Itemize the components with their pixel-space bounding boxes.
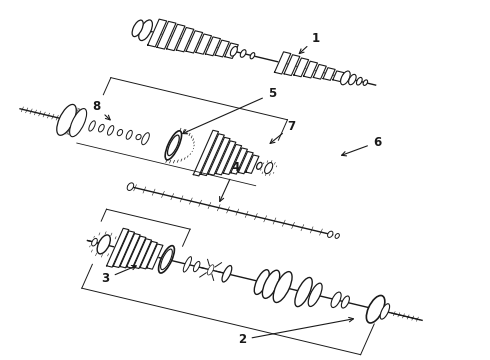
Ellipse shape	[262, 270, 280, 298]
Polygon shape	[167, 24, 185, 51]
Ellipse shape	[240, 50, 246, 57]
Polygon shape	[246, 155, 259, 174]
Ellipse shape	[341, 71, 350, 85]
Ellipse shape	[367, 296, 385, 323]
Polygon shape	[313, 64, 326, 79]
Ellipse shape	[159, 246, 174, 273]
Ellipse shape	[98, 124, 104, 132]
Polygon shape	[294, 58, 309, 77]
Ellipse shape	[132, 20, 143, 37]
Ellipse shape	[57, 104, 76, 135]
Polygon shape	[274, 52, 291, 74]
Ellipse shape	[142, 133, 149, 145]
Polygon shape	[238, 152, 253, 174]
Polygon shape	[140, 241, 157, 269]
Ellipse shape	[250, 53, 255, 59]
Polygon shape	[194, 130, 219, 176]
Text: 7: 7	[270, 120, 295, 143]
Polygon shape	[157, 21, 176, 49]
Polygon shape	[323, 68, 335, 80]
Polygon shape	[333, 71, 344, 81]
Ellipse shape	[183, 257, 192, 272]
Polygon shape	[196, 34, 212, 54]
Ellipse shape	[70, 109, 87, 137]
Ellipse shape	[126, 130, 132, 139]
Ellipse shape	[254, 270, 269, 294]
Polygon shape	[231, 148, 247, 174]
Text: 4: 4	[220, 161, 239, 202]
Ellipse shape	[194, 261, 200, 272]
Ellipse shape	[92, 238, 98, 246]
Text: 1: 1	[299, 32, 320, 54]
Polygon shape	[147, 19, 167, 47]
Ellipse shape	[363, 80, 368, 85]
Polygon shape	[205, 37, 221, 56]
Polygon shape	[147, 244, 163, 269]
Ellipse shape	[97, 235, 110, 254]
Polygon shape	[127, 236, 146, 268]
Ellipse shape	[327, 231, 333, 238]
Ellipse shape	[380, 304, 390, 319]
Ellipse shape	[165, 131, 182, 160]
Polygon shape	[120, 234, 140, 268]
Ellipse shape	[127, 183, 134, 190]
Ellipse shape	[117, 130, 122, 136]
Polygon shape	[215, 40, 229, 57]
Ellipse shape	[207, 265, 214, 275]
Ellipse shape	[308, 283, 322, 306]
Polygon shape	[201, 134, 224, 176]
Polygon shape	[113, 231, 134, 267]
Polygon shape	[208, 137, 230, 175]
Polygon shape	[223, 144, 242, 175]
Text: 6: 6	[342, 136, 381, 156]
Ellipse shape	[222, 266, 232, 282]
Polygon shape	[176, 27, 194, 52]
Polygon shape	[284, 55, 300, 76]
Ellipse shape	[295, 278, 312, 307]
Ellipse shape	[273, 272, 292, 302]
Ellipse shape	[335, 234, 340, 238]
Polygon shape	[186, 31, 203, 53]
Text: 5: 5	[183, 87, 276, 134]
Ellipse shape	[107, 126, 114, 135]
Ellipse shape	[356, 77, 362, 85]
Polygon shape	[133, 239, 151, 269]
Ellipse shape	[257, 162, 262, 169]
Text: 8: 8	[92, 100, 110, 120]
Polygon shape	[304, 61, 318, 78]
Text: 2: 2	[239, 318, 353, 346]
Ellipse shape	[348, 75, 356, 85]
Ellipse shape	[139, 20, 152, 41]
Polygon shape	[107, 228, 129, 267]
Polygon shape	[225, 43, 238, 58]
Ellipse shape	[168, 135, 179, 156]
Text: 3: 3	[102, 265, 136, 285]
Ellipse shape	[161, 249, 172, 270]
Ellipse shape	[230, 46, 237, 56]
Ellipse shape	[89, 121, 96, 131]
Ellipse shape	[342, 296, 349, 308]
Ellipse shape	[265, 163, 273, 174]
Ellipse shape	[136, 134, 141, 140]
Ellipse shape	[331, 292, 341, 307]
Polygon shape	[216, 141, 236, 175]
